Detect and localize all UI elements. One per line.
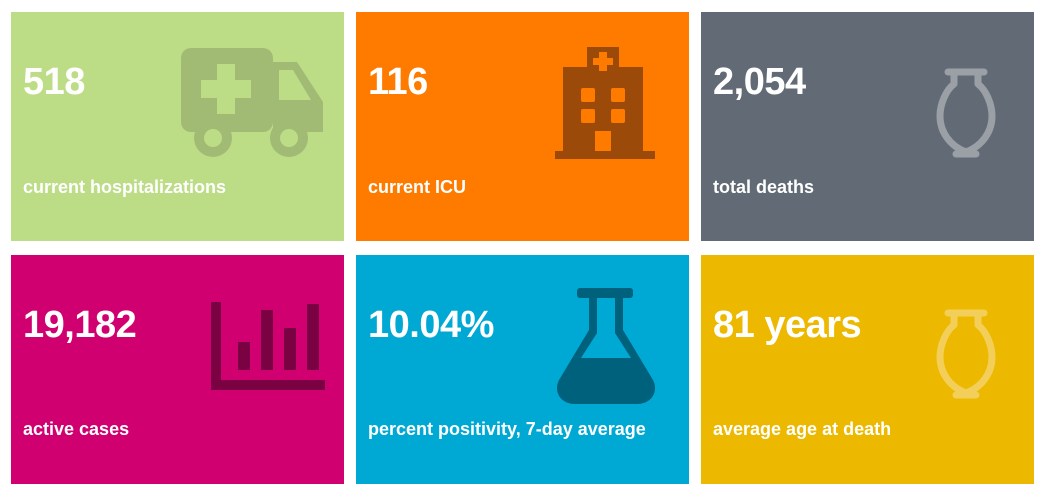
card-total-deaths: 2,054 total deaths <box>701 12 1034 241</box>
stat-label: current ICU <box>368 177 467 197</box>
stat-value: 19,182 <box>23 304 137 346</box>
stat-label: total deaths <box>713 177 815 197</box>
hospital-icon <box>555 47 655 159</box>
card-average-age: 81 years average age at death <box>701 255 1034 484</box>
urn-icon <box>936 309 996 399</box>
stat-value: 116 <box>368 61 428 103</box>
bar-chart-icon <box>211 302 325 390</box>
stat-label: percent positivity, 7-day average <box>368 419 646 439</box>
card-percent-positivity: 10.04% percent positivity, 7-day average <box>356 255 689 484</box>
card-active-cases: 19,182 active cases <box>11 255 344 484</box>
urn-icon <box>936 68 996 158</box>
stat-label: average age at death <box>713 419 892 439</box>
card-icu: 116 current ICU <box>356 12 689 241</box>
stat-label: active cases <box>23 419 130 439</box>
stat-value: 10.04% <box>368 304 494 346</box>
flask-icon <box>556 288 656 404</box>
stat-value: 518 <box>23 61 85 103</box>
card-hospitalizations: 518 current hospitalizations <box>11 12 344 241</box>
stat-value: 2,054 <box>713 61 806 103</box>
ambulance-icon <box>181 48 323 157</box>
stat-value: 81 years <box>713 304 862 346</box>
stat-label: current hospitalizations <box>23 177 227 197</box>
